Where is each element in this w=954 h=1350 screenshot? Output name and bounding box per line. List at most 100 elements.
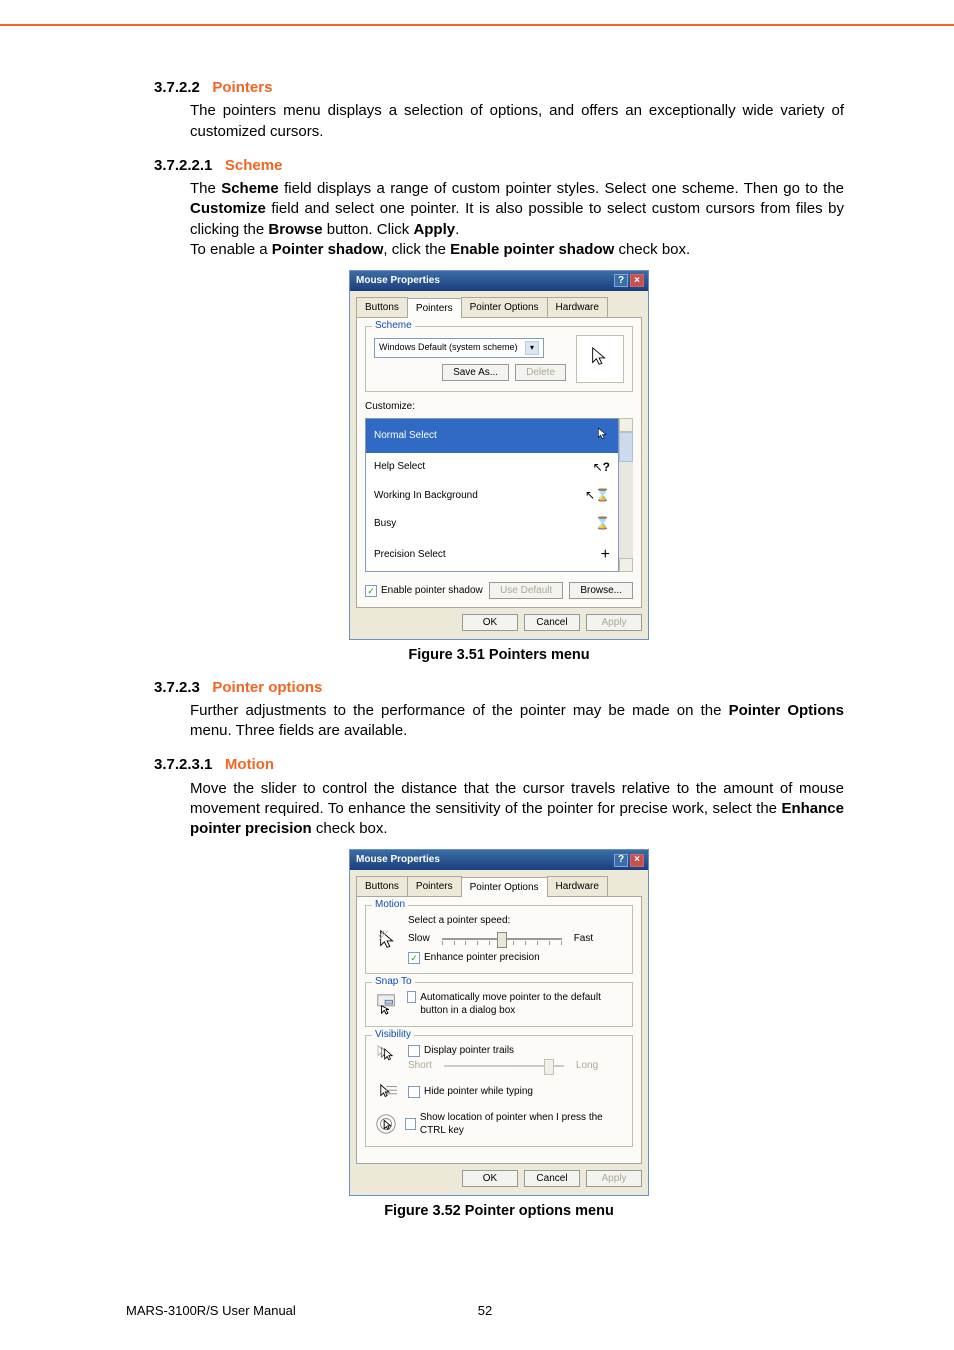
dialog-title: Mouse Properties	[356, 274, 440, 288]
speed-slider[interactable]	[442, 938, 562, 940]
sec-num: 3.7.2.3.1	[154, 756, 212, 773]
preview-box	[576, 335, 624, 383]
para: Move the slider to control the distance …	[190, 779, 844, 840]
checkbox-icon	[405, 1118, 416, 1130]
group-label: Visibility	[372, 1028, 414, 1042]
ctrl-locate-icon	[374, 1113, 399, 1135]
scroll-down-button[interactable]	[619, 558, 633, 572]
list-item[interactable]: Normal Select	[366, 419, 618, 454]
tab-buttons[interactable]: Buttons	[356, 876, 408, 897]
tab-pointers[interactable]: Pointers	[407, 876, 462, 897]
cancel-button[interactable]: Cancel	[524, 1170, 580, 1187]
ok-button[interactable]: OK	[462, 614, 518, 631]
dropdown-arrow-icon: ▾	[525, 341, 539, 355]
tab-strip: Buttons Pointers Pointer Options Hardwar…	[356, 876, 642, 897]
close-button[interactable]: ×	[630, 274, 644, 287]
scheme-select[interactable]: Windows Default (system scheme) ▾	[374, 338, 544, 358]
tab-hardware[interactable]: Hardware	[547, 297, 608, 318]
dialog-body: Motion Select a pointer speed: Slow	[356, 896, 642, 1164]
cursor-listbox[interactable]: Normal Select Help Select ↖? Working In …	[365, 418, 619, 573]
motion-group: Motion Select a pointer speed: Slow	[365, 905, 633, 974]
enhance-precision-checkbox[interactable]: ✓ Enhance pointer precision	[408, 951, 624, 965]
fast-label: Fast	[574, 932, 593, 946]
help-button[interactable]: ?	[614, 854, 628, 867]
figure-caption: Figure 3.51 Pointers menu	[154, 646, 844, 666]
ok-button[interactable]: OK	[462, 1170, 518, 1187]
dialog-button-row: OK Cancel Apply	[350, 614, 648, 639]
para: To enable a Pointer shadow, click the En…	[190, 240, 844, 260]
heading-3-7-2-2-1: 3.7.2.2.1 Scheme	[154, 156, 844, 176]
figure-3-51: Mouse Properties ? × Buttons Pointers Po…	[154, 270, 844, 666]
page-number: 52	[478, 1303, 492, 1318]
para: Further adjustments to the performance o…	[190, 701, 844, 742]
close-button[interactable]: ×	[630, 854, 644, 867]
scrollbar[interactable]	[619, 418, 633, 573]
use-default-button[interactable]: Use Default	[489, 582, 563, 599]
scheme-value: Windows Default (system scheme)	[379, 341, 518, 353]
cursor-icon: ↖?	[593, 459, 610, 475]
tab-pointers[interactable]: Pointers	[407, 298, 462, 319]
page-footer: MARS-3100R/S User Manual 52	[126, 1303, 844, 1318]
speed-label: Select a pointer speed:	[408, 914, 624, 928]
delete-button[interactable]: Delete	[515, 364, 566, 381]
apply-button[interactable]: Apply	[586, 1170, 642, 1187]
list-item[interactable]: Busy ⌛	[366, 509, 618, 537]
mouse-properties-dialog: Mouse Properties ? × Buttons Pointers Po…	[349, 849, 649, 1196]
sec-num: 3.7.2.3	[154, 679, 200, 696]
dialog-body: Scheme Windows Default (system scheme) ▾…	[356, 317, 642, 608]
cursor-icon	[589, 343, 611, 376]
dialog-button-row: OK Cancel Apply	[350, 1170, 648, 1195]
group-label: Motion	[372, 898, 408, 912]
mouse-properties-dialog: Mouse Properties ? × Buttons Pointers Po…	[349, 270, 649, 640]
list-item[interactable]: Help Select ↖?	[366, 453, 618, 481]
short-label: Short	[408, 1059, 432, 1073]
browse-button[interactable]: Browse...	[569, 582, 633, 599]
hide-typing-icon	[374, 1083, 402, 1101]
cursor-icon	[596, 425, 610, 448]
page-content: 3.7.2.2 Pointers The pointers menu displ…	[154, 78, 844, 1234]
cursor-icon: +	[601, 544, 610, 566]
ctrl-locate-checkbox[interactable]: Show location of pointer when I press th…	[405, 1111, 624, 1138]
long-label: Long	[576, 1059, 598, 1073]
trails-icon	[374, 1044, 402, 1064]
list-item[interactable]: Working In Background ↖⌛	[366, 481, 618, 509]
para: The Scheme field displays a range of cus…	[190, 179, 844, 240]
cursor-icon: ⌛	[595, 515, 610, 531]
figure-caption: Figure 3.52 Pointer options menu	[154, 1202, 844, 1222]
slider-thumb[interactable]	[497, 932, 507, 948]
checkbox-icon	[408, 1045, 420, 1057]
slow-label: Slow	[408, 932, 430, 946]
checkbox-icon	[407, 991, 416, 1003]
checkbox-icon	[408, 1086, 420, 1098]
scroll-up-button[interactable]	[619, 418, 633, 432]
apply-button[interactable]: Apply	[586, 614, 642, 631]
header-rule	[0, 0, 954, 26]
scroll-thumb[interactable]	[619, 432, 633, 462]
snap-to-group: Snap To Automatically move pointer to th…	[365, 982, 633, 1027]
checkbox-icon: ✓	[365, 585, 377, 597]
para: The pointers menu displays a selection o…	[190, 101, 844, 142]
trails-slider	[444, 1065, 564, 1067]
cancel-button[interactable]: Cancel	[524, 614, 580, 631]
pointer-trails-checkbox[interactable]: Display pointer trails	[408, 1044, 624, 1058]
sec-num: 3.7.2.2.1	[154, 157, 212, 174]
tab-pointer-options[interactable]: Pointer Options	[461, 297, 548, 318]
checkbox-icon: ✓	[408, 952, 420, 964]
pointer-shadow-checkbox[interactable]: ✓ Enable pointer shadow	[365, 584, 483, 598]
tab-buttons[interactable]: Buttons	[356, 297, 408, 318]
tab-pointer-options[interactable]: Pointer Options	[461, 877, 548, 898]
hide-typing-checkbox[interactable]: Hide pointer while typing	[408, 1085, 533, 1099]
heading-3-7-2-2: 3.7.2.2 Pointers	[154, 78, 844, 98]
dialog-titlebar[interactable]: Mouse Properties ? ×	[350, 271, 648, 291]
heading-3-7-2-3-1: 3.7.2.3.1 Motion	[154, 755, 844, 775]
snap-icon	[374, 993, 401, 1015]
dialog-titlebar[interactable]: Mouse Properties ? ×	[350, 850, 648, 870]
sec-num: 3.7.2.2	[154, 79, 200, 96]
tab-strip: Buttons Pointers Pointer Options Hardwar…	[356, 297, 642, 318]
help-button[interactable]: ?	[614, 274, 628, 287]
snap-to-checkbox[interactable]: Automatically move pointer to the defaul…	[407, 991, 624, 1018]
save-as-button[interactable]: Save As...	[442, 364, 509, 381]
tab-hardware[interactable]: Hardware	[547, 876, 608, 897]
sec-title: Scheme	[225, 157, 283, 174]
list-item[interactable]: Precision Select +	[366, 538, 618, 572]
